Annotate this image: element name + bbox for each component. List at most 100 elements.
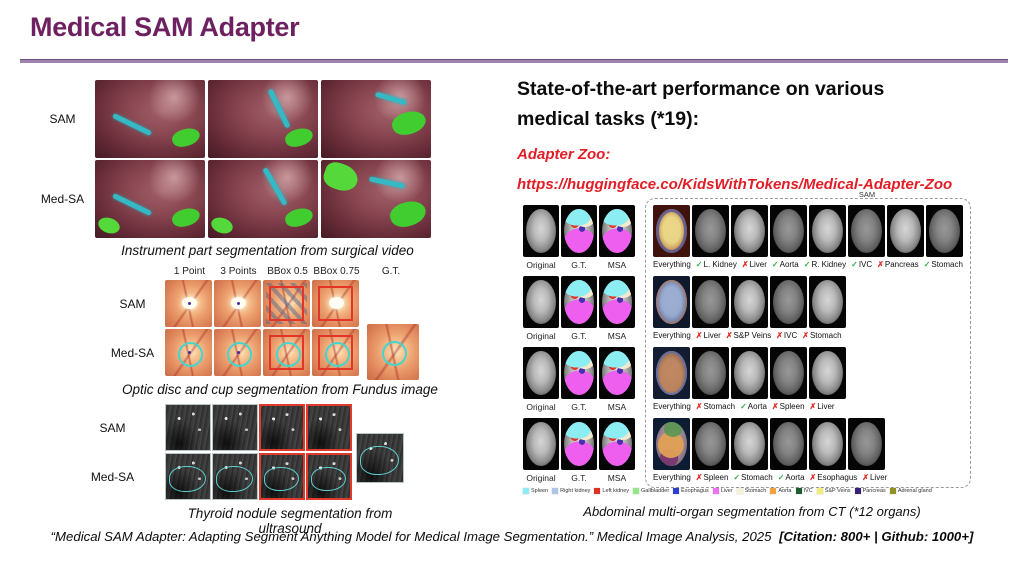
- image-strip: [523, 418, 635, 470]
- organ-name: Pancreas: [884, 260, 919, 269]
- legend-label: Right kidney: [560, 488, 591, 494]
- ct-image: [561, 205, 597, 257]
- overlay-pt: [237, 351, 240, 354]
- organ-name: Liver: [817, 402, 835, 411]
- cyan-instrument-highlight: [112, 193, 152, 216]
- model-label: Med-SA: [40, 192, 85, 206]
- green-instrument-highlight: [283, 205, 315, 230]
- ct-image-organ: [926, 205, 963, 257]
- legend-label: Spleen: [531, 488, 549, 494]
- image-strip: [165, 404, 352, 451]
- ultrasound-image: [306, 453, 352, 500]
- ct-image-organ: [770, 418, 807, 470]
- surgical-row-med-sa: Med-SA: [30, 160, 470, 238]
- surgical-row-sam: SAM: [30, 80, 470, 158]
- organ-name: Spleen: [779, 402, 805, 411]
- organ-result: ✗S&P Veins: [726, 331, 771, 340]
- legend-swatch: [594, 488, 601, 494]
- ct-input-labels: Original G.T. MSA: [523, 402, 635, 412]
- ct-result-labels: Everything ✗Spleen ✓Stomach ✓Aorta ✗Esophagu…: [653, 473, 892, 482]
- overlay-disc: [329, 297, 344, 309]
- ct-image: [561, 347, 597, 399]
- overlay-ring: [325, 342, 350, 367]
- legend-swatch: [523, 488, 529, 494]
- nodule-contour: [360, 446, 399, 475]
- legend-swatch: [854, 488, 861, 494]
- adapter-zoo-url[interactable]: https://huggingface.co/KidsWithTokens/Me…: [517, 176, 953, 193]
- organ-result: ✗Esophagus: [810, 473, 858, 482]
- legend-swatch: [889, 488, 896, 494]
- ct-column-label: Original: [526, 260, 556, 270]
- organ-result: ✓L. Kidney: [696, 260, 737, 269]
- sam-group-dashed-border: [645, 198, 971, 488]
- legend-swatch: [673, 488, 680, 494]
- ct-result-labels: Everything ✓L. Kidney ✗Liver ✓Aorta ✓R. Kidn…: [653, 260, 968, 269]
- organ-result: ✓IVC: [851, 260, 872, 269]
- adapter-zoo-label: Adapter Zoo:: [517, 146, 611, 163]
- legend-swatch: [552, 488, 559, 494]
- ct-image-everything: [653, 418, 690, 470]
- legend-swatch: [736, 488, 743, 494]
- ct-image: [599, 418, 635, 470]
- legend-label: IVC: [803, 488, 813, 494]
- overlay-ring: [382, 341, 407, 366]
- image-strip: [653, 276, 847, 328]
- overlay-pt: [188, 302, 191, 305]
- ct-image-everything: [653, 205, 690, 257]
- organ-result: ✓Stomach: [733, 473, 772, 482]
- organ-name: R. Kidney: [811, 260, 847, 269]
- ct-image-everything: [653, 347, 690, 399]
- ct-image-everything: [653, 276, 690, 328]
- nodule-contour: [216, 466, 253, 492]
- ct-column-label: Original: [526, 331, 556, 341]
- ultrasound-row-sam: SAM: [60, 404, 470, 451]
- legend-label: Gallbladder: [641, 488, 670, 494]
- ct-input-group: Original G.T. MSA: [523, 205, 635, 270]
- nodule-contour: [264, 467, 299, 491]
- organ-result: ✗Stomach: [802, 331, 841, 340]
- ct-column-label: MSA: [607, 260, 627, 270]
- ultrasound-figure: SAM Med-SA Thyroid nodule segmentation fr…: [60, 404, 470, 536]
- organ-legend: Spleen Right kidney Left kidney Gallbladder…: [523, 488, 936, 494]
- ultrasound-image: [165, 453, 211, 500]
- organ-name: L. Kidney: [703, 260, 737, 269]
- sam-group-label: SAM: [858, 190, 876, 199]
- fundus-rows: SAM Med-SA: [100, 280, 460, 380]
- organ-result: ✗Pancreas: [877, 260, 919, 269]
- organ-name: Liver: [749, 260, 767, 269]
- organ-result: ✓Aorta: [740, 402, 767, 411]
- check-icon: ✓: [851, 260, 858, 269]
- legend-swatch: [633, 488, 640, 494]
- legend-item: Pancreas: [854, 488, 886, 494]
- legend-swatch: [795, 488, 802, 494]
- ultrasound-image: [259, 404, 305, 451]
- organ-result: ✗IVC: [776, 331, 797, 340]
- cyan-instrument-highlight: [112, 113, 152, 136]
- organ-name: Liver: [703, 331, 721, 340]
- image-strip: [165, 280, 359, 327]
- cross-icon: ✗: [695, 402, 703, 411]
- cross-icon: ✗: [862, 473, 869, 482]
- fundus-figure: 1 Point 3 Points BBox 0.5 BBox 0.75 G.T. SAM…: [100, 266, 460, 397]
- cyan-instrument-highlight: [374, 91, 408, 106]
- organ-name: IVC: [783, 331, 798, 340]
- ct-image-organ: [887, 205, 924, 257]
- organ-name: Stomach: [931, 260, 963, 269]
- ct-image: [561, 418, 597, 470]
- legend-label: Aorta: [778, 488, 792, 494]
- ct-result-labels: Everything ✗Stomach ✓Aorta ✗Spleen ✗Liver: [653, 402, 846, 411]
- surgical-image: [208, 160, 318, 238]
- overlay-ring: [276, 342, 301, 367]
- ct-image-organ: [770, 347, 807, 399]
- organ-result: ✗Liver: [810, 402, 835, 411]
- ct-row: Original G.T. MSA Everything ✗Stomach ✓Aorta ✗…: [523, 347, 968, 412]
- fundus-column-header: BBox 0.75: [313, 266, 360, 277]
- legend-swatch: [712, 488, 719, 494]
- check-icon: ✓: [777, 473, 785, 482]
- ct-image-organ: [731, 418, 768, 470]
- check-icon: ✓: [740, 402, 747, 411]
- section-heading: State-of-the-art performance on various …: [517, 78, 885, 131]
- legend-swatch: [770, 488, 777, 494]
- legend-item: S&P Veins: [816, 488, 851, 494]
- organ-result: ✗Spleen: [772, 402, 805, 411]
